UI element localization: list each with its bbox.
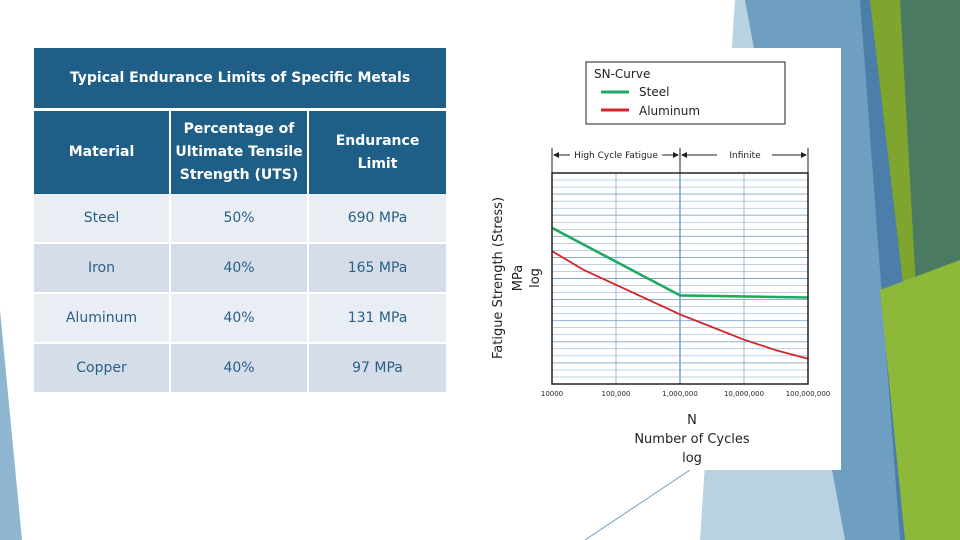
y-axis-label-line: Fatigue Strength (Stress) <box>491 197 506 359</box>
cell-limit: 165 MPa <box>308 243 447 294</box>
legend-label-aluminum: Aluminum <box>639 104 700 118</box>
region-label-infinite: Infinite <box>729 151 761 161</box>
y-axis-label-line: MPa <box>511 265 526 291</box>
cell-percent: 40% <box>170 343 309 394</box>
x-axis-label-line: Number of Cycles <box>634 432 750 447</box>
table-title: Typical Endurance Limits of Specific Met… <box>34 48 447 111</box>
sn-curve-chart: 10000 100,000 1,000,000 10,000,000 100,000,0… <box>489 48 841 470</box>
header-line: Percentage of <box>183 121 295 137</box>
cell-limit: 131 MPa <box>308 293 447 344</box>
y-axis-label: Fatigue Strength (Stress) MPa log <box>491 197 543 359</box>
arrow-right-icon <box>801 152 807 158</box>
x-axis-label: N Number of Cycles log <box>634 413 750 466</box>
cell-material: Steel <box>34 194 171 244</box>
x-axis-label-line: N <box>687 413 697 428</box>
grid-layer <box>552 173 808 384</box>
endurance-table-container: Typical Endurance Limits of Specific Met… <box>34 48 447 394</box>
table-row: Steel 50% 690 MPa <box>34 194 447 244</box>
table-row: Aluminum 40% 131 MPa <box>34 293 447 344</box>
legend-label-steel: Steel <box>639 85 669 99</box>
header-line: Endurance <box>335 132 420 149</box>
sn-curve-svg: 10000 100,000 1,000,000 10,000,000 100,000,0… <box>491 61 830 466</box>
cell-percent: 40% <box>170 243 309 294</box>
endurance-limits-table: Typical Endurance Limits of Specific Met… <box>34 48 447 394</box>
header-line: Strength (UTS) <box>179 167 299 183</box>
arrow-right-icon <box>673 152 679 158</box>
series-layer <box>551 226 809 360</box>
series-line-aluminum <box>551 250 809 360</box>
header-endurance-limit: Endurance Limit <box>308 109 447 194</box>
cell-material: Iron <box>34 243 171 294</box>
x-tick-labels: 10000 100,000 1,000,000 10,000,000 100,000,0… <box>541 390 830 398</box>
x-tick-label: 10000 <box>541 390 563 398</box>
table-row: Copper 40% 97 MPa <box>34 343 447 394</box>
header-percentage-uts: Percentage of Ultimate Tensile Strength … <box>170 109 309 194</box>
left-accent-shape <box>0 310 22 540</box>
cell-limit: 97 MPa <box>308 343 447 394</box>
cell-limit: 690 MPa <box>308 194 447 244</box>
right-lime-shape <box>880 260 960 540</box>
header-line: Ultimate Tensile <box>175 144 303 160</box>
x-tick-label: 100,000,000 <box>786 390 831 398</box>
header-line: Material <box>68 144 135 160</box>
cell-percent: 50% <box>170 194 309 244</box>
chart-legend: SN-Curve Steel Aluminum <box>585 61 786 125</box>
cell-material: Copper <box>34 343 171 394</box>
cell-material: Aluminum <box>34 293 171 344</box>
cell-percent: 40% <box>170 293 309 344</box>
arrow-left-icon <box>681 152 687 158</box>
y-axis-label-line: log <box>528 268 543 288</box>
arrow-left-icon <box>553 152 559 158</box>
chart-title: SN-Curve <box>594 67 650 81</box>
table-row: Iron 40% 165 MPa <box>34 243 447 294</box>
header-line: Limit <box>357 155 398 172</box>
header-material: Material <box>34 109 171 194</box>
x-axis-label-line: log <box>682 451 702 466</box>
x-tick-label: 1,000,000 <box>662 390 698 398</box>
region-label-high-cycle: High Cycle Fatigue <box>574 151 658 161</box>
x-tick-label: 10,000,000 <box>724 390 764 398</box>
x-tick-label: 100,000 <box>602 390 631 398</box>
decor-line <box>584 469 691 540</box>
series-line-steel <box>551 226 809 299</box>
cycle-regions: High Cycle Fatigue Infinite <box>551 148 809 173</box>
